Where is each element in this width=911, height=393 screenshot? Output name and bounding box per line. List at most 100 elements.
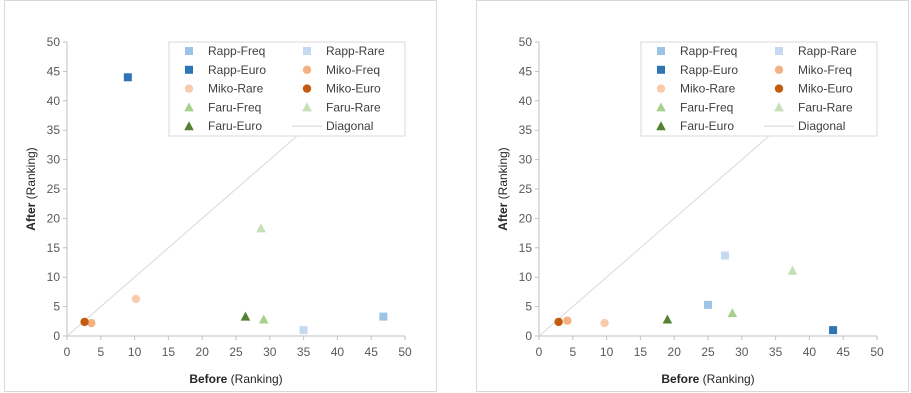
data-point-faru-euro: [662, 314, 673, 324]
x-tick-label: 15: [162, 345, 176, 359]
legend-label-miko-euro: Miko-Euro: [798, 82, 853, 96]
y-tick-label: 50: [519, 35, 533, 49]
legend-marker-faru-rare: [302, 102, 312, 112]
legend-label-rapp-rare: Rapp-Rare: [326, 44, 385, 58]
y-tick-label: 35: [519, 123, 533, 137]
y-tick-label: 45: [47, 64, 61, 78]
legend-label-rapp-euro: Rapp-Euro: [208, 63, 266, 77]
data-point-rapp-euro: [123, 73, 132, 82]
legend-label-faru-euro: Faru-Euro: [680, 119, 734, 133]
x-tick-label: 5: [97, 345, 104, 359]
y-tick-label: 0: [53, 329, 60, 343]
x-tick-label: 40: [803, 345, 817, 359]
legend-label-miko-rare: Miko-Rare: [680, 82, 736, 96]
x-tick-label: 0: [536, 345, 543, 359]
y-tick-label: 30: [47, 153, 61, 167]
data-point-miko-freq: [563, 316, 572, 325]
chart-panel-left: 0 5 10 15 20 25 30 35 40 45 50 0 5 10 15 20 25 30 35 40 45 50…: [4, 0, 437, 392]
legend-label-miko-rare: Miko-Rare: [208, 82, 264, 96]
y-tick-label: 15: [519, 241, 533, 255]
legend-marker-miko-freq: [774, 65, 784, 75]
legend-label-diagonal: Diagonal: [798, 119, 845, 133]
y-tick-label: 0: [525, 329, 532, 343]
y-tick-label: 40: [47, 94, 61, 108]
data-point-rapp-euro: [829, 326, 838, 335]
x-axis-title: Before (Ranking): [661, 372, 754, 386]
y-tick-label: 40: [519, 94, 533, 108]
legend-marker-rapp-rare: [303, 47, 311, 55]
legend-label-diagonal: Diagonal: [326, 119, 373, 133]
legend-marker-miko-rare: [184, 84, 194, 93]
y-tick-label: 35: [47, 123, 61, 137]
y-axis-title: After (Ranking): [496, 147, 510, 230]
x-tick-label: 10: [600, 345, 614, 359]
data-point-miko-rare: [131, 294, 141, 304]
x-tick-label: 50: [398, 345, 412, 359]
data-point-faru-freq: [727, 308, 738, 318]
y-tick-label: 25: [519, 182, 533, 196]
data-point-faru-rare: [256, 223, 266, 233]
data-point-faru-freq: [258, 314, 269, 324]
y-tick-label: 45: [519, 64, 533, 78]
data-point-rapp-rare: [299, 326, 308, 335]
legend-label-miko-freq: Miko-Freq: [798, 63, 852, 77]
x-tick-label: 40: [331, 345, 345, 359]
legend-label-faru-euro: Faru-Euro: [208, 119, 262, 133]
legend-marker-rapp-euro: [185, 65, 193, 74]
legend-label-rapp-rare: Rapp-Rare: [798, 44, 857, 58]
x-tick-label: 0: [64, 345, 71, 359]
x-tick-label: 25: [229, 345, 243, 359]
legend-marker-faru-freq: [184, 102, 194, 112]
y-tick-label: 20: [519, 211, 533, 225]
x-tick-label: 45: [837, 345, 851, 359]
x-tick-label: 45: [365, 345, 379, 359]
scatter-chart-right: 0 5 10 15 20 25 30 35 40 45 50 0 5 10 15 20 25 30 35 40 45 50…: [496, 35, 884, 386]
data-point-miko-euro: [80, 317, 89, 327]
x-tick-label: 5: [569, 345, 576, 359]
x-tick-label: 50: [870, 345, 884, 359]
legend-marker-miko-freq: [302, 65, 312, 75]
legend-marker-rapp-rare: [775, 47, 783, 55]
legend-label-faru-freq: Faru-Freq: [208, 100, 261, 114]
legend-box: [168, 41, 406, 137]
legend-box: [640, 41, 878, 137]
legend-label-faru-rare: Faru-Rare: [798, 100, 853, 114]
legend-label-rapp-freq: Rapp-Freq: [680, 44, 737, 58]
y-tick-label: 5: [53, 300, 60, 314]
legend-label-rapp-freq: Rapp-Freq: [208, 44, 265, 58]
y-tick-label: 30: [519, 153, 533, 167]
data-point-miko-freq: [87, 318, 96, 328]
x-tick-label: 10: [128, 345, 142, 359]
data-point-faru-euro: [240, 311, 251, 321]
scatter-chart-left: 0 5 10 15 20 25 30 35 40 45 50 0 5 10 15 20 25 30 35 40 45 50…: [24, 35, 412, 386]
y-tick-label: 10: [47, 270, 61, 284]
y-tick-label: 20: [47, 211, 61, 225]
data-point-rapp-freq: [379, 312, 388, 321]
data-point-miko-euro: [554, 317, 563, 327]
legend-marker-faru-euro: [656, 121, 666, 131]
y-tick-label: 25: [47, 182, 61, 196]
x-tick-label: 30: [263, 345, 277, 359]
chart-panel-right: 0 5 10 15 20 25 30 35 40 45 50 0 5 10 15 20 25 30 35 40 45 50…: [476, 0, 909, 392]
legend-marker-miko-euro: [774, 84, 784, 93]
x-tick-label: 15: [634, 345, 648, 359]
data-point-faru-rare: [787, 265, 798, 275]
y-tick-label: 15: [47, 241, 61, 255]
y-axis-title: After (Ranking): [24, 147, 38, 230]
data-point-rapp-freq: [704, 300, 712, 309]
legend-marker-faru-rare: [774, 102, 784, 112]
legend: Rapp-Freq Rapp-Rare Rapp-Euro Miko-Freq Miko…: [640, 41, 878, 137]
y-tick-label: 10: [519, 270, 533, 284]
x-tick-label: 20: [668, 345, 682, 359]
legend-marker-rapp-freq: [185, 47, 193, 55]
x-tick-label: 20: [196, 345, 210, 359]
y-tick-label: 5: [525, 300, 532, 314]
legend-label-faru-rare: Faru-Rare: [326, 100, 381, 114]
legend-marker-miko-rare: [656, 84, 666, 93]
x-tick-label: 35: [769, 345, 783, 359]
x-tick-label: 25: [701, 345, 715, 359]
x-tick-label: 35: [297, 345, 311, 359]
legend-label-rapp-euro: Rapp-Euro: [680, 63, 738, 77]
legend-marker-faru-euro: [184, 121, 194, 131]
legend-marker-faru-freq: [656, 102, 666, 112]
